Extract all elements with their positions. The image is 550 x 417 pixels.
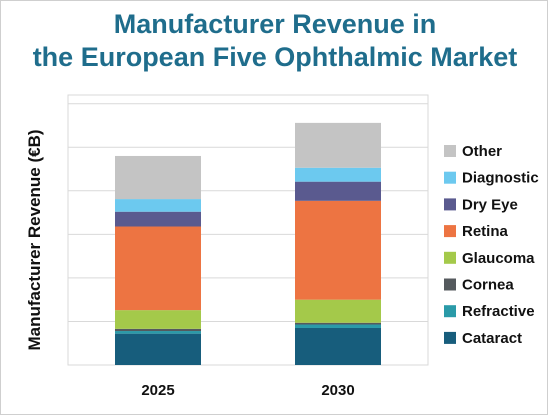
legend-item-cataract: Cataract: [444, 330, 522, 347]
legend-swatch: [444, 145, 456, 157]
y-axis-label: Manufacturer Revenue (€B): [25, 129, 44, 350]
bar-segment-diagnostic-2025: [115, 199, 201, 212]
bar-segment-dry-eye-2030: [295, 181, 381, 201]
legend-label: Other: [462, 143, 502, 160]
bar-segment-diagnostic-2030: [295, 167, 381, 182]
legend-swatch: [444, 251, 456, 264]
bar-segment-cataract-2025: [115, 333, 201, 365]
legend-swatch: [444, 331, 456, 344]
bars: [115, 122, 381, 365]
bar-segment-refractive-2030: [295, 324, 381, 328]
legend-label: Diagnostic: [462, 170, 539, 187]
chart-title-line-1: Manufacturer Revenue in: [113, 9, 437, 39]
x-tick-label: 2025: [141, 382, 174, 399]
legend-item-other: Other: [444, 143, 502, 160]
bar-segment-glaucoma-2030: [295, 299, 381, 323]
legend-item-refractive: Refractive: [444, 303, 535, 320]
bar-segment-glaucoma-2025: [115, 310, 201, 329]
bar-segment-cornea-2025: [115, 328, 201, 332]
bar-segment-other-2030: [295, 122, 381, 168]
bar-segment-refractive-2025: [115, 331, 201, 334]
legend-label: Refractive: [462, 303, 535, 320]
bar-segment-retina-2025: [115, 226, 201, 311]
bar-segment-cornea-2030: [295, 322, 381, 325]
legend-item-diagnostic: Diagnostic: [444, 170, 539, 187]
legend-label: Retina: [462, 223, 509, 240]
legend-item-glaucoma: Glaucoma: [444, 250, 535, 267]
legend-swatch: [444, 305, 456, 318]
legend-swatch: [444, 225, 456, 238]
legend-swatch: [444, 171, 456, 184]
legend-label: Cornea: [462, 277, 514, 294]
plot-area: [67, 94, 429, 366]
legend-item-retina: Retina: [444, 223, 509, 240]
bar-segment-cataract-2030: [295, 327, 381, 365]
x-axis-ticks: 2025 2030: [141, 382, 354, 399]
legend-item-dry-eye: Dry Eye: [444, 196, 518, 213]
legend-label: Dry Eye: [462, 196, 518, 213]
x-tick-label: 2030: [321, 382, 354, 399]
bar-segment-retina-2030: [295, 200, 381, 300]
bar-segment-other-2025: [115, 155, 201, 200]
legend-label: Cataract: [462, 330, 522, 347]
chart-title-line-2: the European Five Ophthalmic Market: [32, 42, 518, 72]
legend: Other Diagnostic Dry Eye Retina Glaucoma Corn…: [444, 143, 539, 347]
legend-label: Glaucoma: [462, 250, 535, 267]
legend-swatch: [444, 198, 456, 211]
legend-swatch: [444, 278, 456, 291]
bar-segment-dry-eye-2025: [115, 211, 201, 227]
legend-item-cornea: Cornea: [444, 277, 514, 294]
chart-title: Manufacturer Revenue in the European Fiv…: [0, 8, 550, 74]
